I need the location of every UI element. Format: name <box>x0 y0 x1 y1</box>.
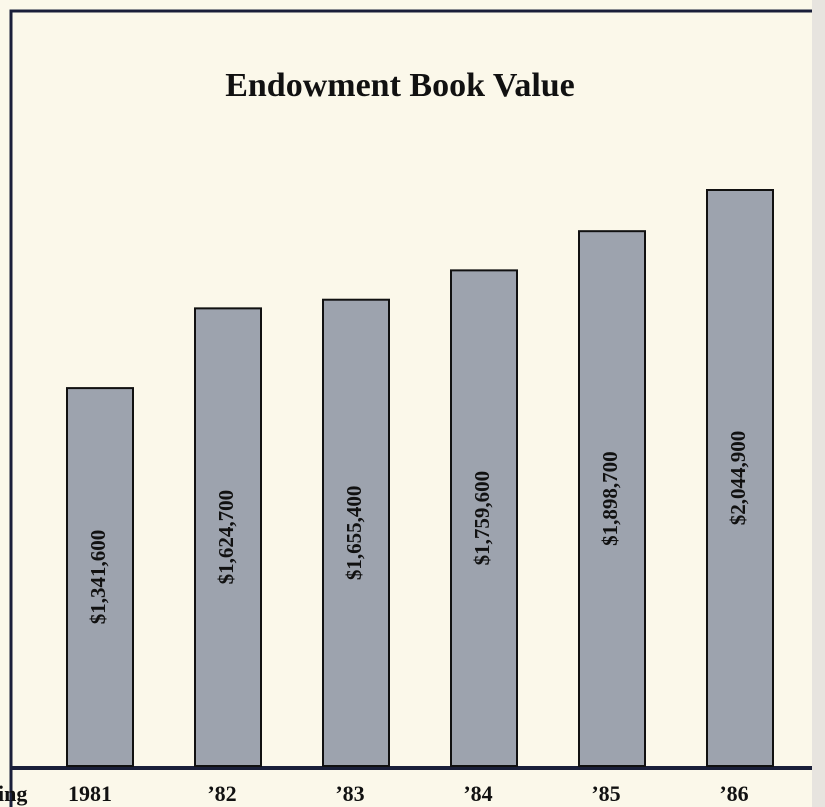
x-tick-label: 1981 <box>68 781 112 806</box>
bar <box>322 298 390 767</box>
frame <box>9 9 825 807</box>
bar <box>706 189 774 767</box>
value-label: $1,624,700 <box>214 490 238 585</box>
bar <box>194 307 262 767</box>
value-label: $1,759,600 <box>470 471 494 566</box>
value-label: $1,341,600 <box>86 530 110 625</box>
value-label: $2,044,900 <box>726 431 750 526</box>
x-tick-label: ’82 <box>207 781 236 806</box>
page-edge <box>812 0 825 807</box>
x-tick-label: ’86 <box>719 781 748 806</box>
x-tick-label: ’83 <box>335 781 364 806</box>
bar <box>578 230 646 767</box>
bar <box>66 387 134 767</box>
x-tick-label: ’85 <box>591 781 620 806</box>
x-axis-label: ing <box>0 781 27 806</box>
x-tick-label: ’84 <box>463 781 492 806</box>
chart-title: Endowment Book Value <box>225 67 575 104</box>
value-label: $1,655,400 <box>342 486 366 581</box>
bar <box>450 269 518 767</box>
value-label: $1,898,700 <box>598 451 622 546</box>
